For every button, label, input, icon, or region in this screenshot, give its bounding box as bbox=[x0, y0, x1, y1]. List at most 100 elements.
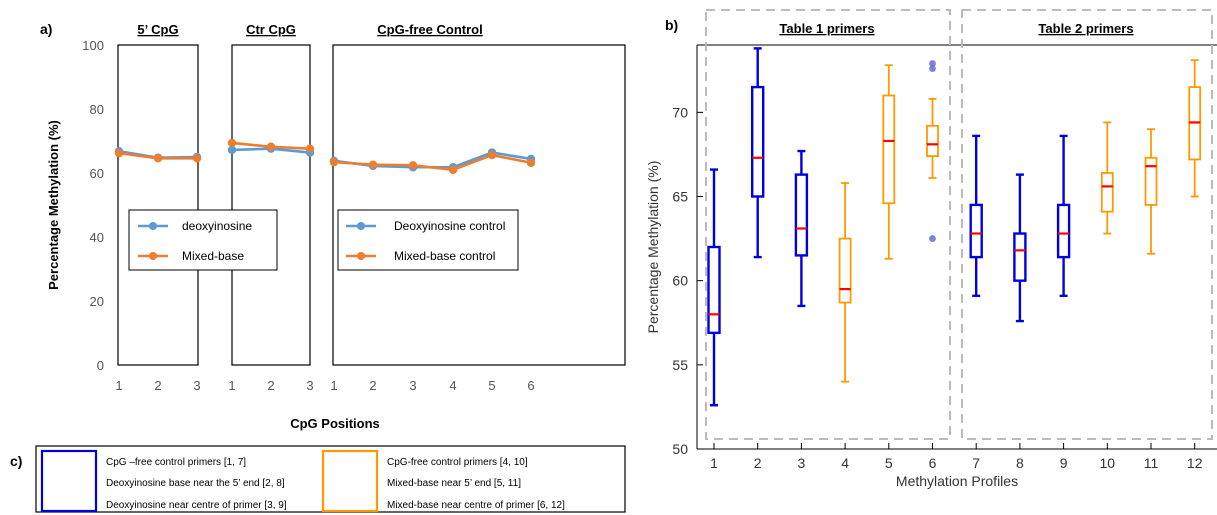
legend-deoxy-control-label: Deoxyinosine control bbox=[394, 219, 505, 233]
a-x-tick-label: 5 bbox=[488, 378, 495, 393]
b-y-tick-label: 65 bbox=[672, 189, 688, 205]
box-iqr bbox=[882, 94, 896, 205]
a-y-tick-label: 100 bbox=[82, 38, 104, 53]
group-title-table2: Table 2 primers bbox=[1038, 21, 1133, 36]
a-series-line bbox=[333, 153, 532, 172]
box-profile-11 bbox=[1144, 128, 1158, 255]
b-y-tick-label: 55 bbox=[672, 357, 688, 373]
a-series-marker bbox=[227, 145, 237, 155]
a-x-tick-label: 1 bbox=[330, 378, 337, 393]
group-title-table1: Table 1 primers bbox=[779, 21, 874, 36]
a-x-tick-label: 2 bbox=[154, 378, 161, 393]
b-x-tick-label: 8 bbox=[1016, 455, 1024, 471]
group-frame-ctr bbox=[231, 44, 311, 366]
group-title-cpgfree: CpG-free Control bbox=[377, 22, 482, 37]
a-series-marker bbox=[227, 138, 237, 148]
box-profile-2 bbox=[751, 47, 765, 259]
a-x-tick-label: 3 bbox=[409, 378, 416, 393]
a-y-tick-label: 80 bbox=[90, 102, 104, 117]
box-iqr bbox=[1056, 203, 1071, 259]
a-series-lines bbox=[114, 138, 536, 174]
a-series-marker bbox=[266, 142, 276, 151]
orange-legend-line-3: Mixed-base near centre of primer [6, 12] bbox=[387, 500, 565, 511]
blue-legend-line-1: CpG –free control primers [1, 7] bbox=[106, 457, 246, 468]
orange-legend-line-1: CpG-free control primers [4, 10] bbox=[387, 457, 528, 468]
box-profile-6 bbox=[926, 60, 939, 242]
a-y-tick-label: 20 bbox=[90, 294, 104, 309]
b-x-tick-label: 11 bbox=[1144, 455, 1159, 471]
box-profile-12 bbox=[1188, 59, 1202, 198]
box-outlier bbox=[929, 60, 936, 67]
b-y-tick-label: 60 bbox=[672, 273, 688, 289]
a-series-marker bbox=[153, 154, 163, 163]
a-series-marker bbox=[114, 148, 124, 158]
legend-mixed-control-label: Mixed-base control bbox=[394, 249, 495, 263]
legend-left-box bbox=[128, 209, 278, 271]
legend-right: Deoxyinosine control Mixed-base control bbox=[337, 209, 519, 271]
panel-c-label: c) bbox=[10, 453, 22, 469]
a-series-marker bbox=[305, 144, 315, 153]
a-x-ticks: 1 2 3 1 2 3 1 2 3 4 5 6 bbox=[115, 378, 534, 393]
a-y-tick-label: 0 bbox=[97, 358, 104, 373]
b-x-tick-label: 7 bbox=[972, 455, 980, 471]
a-y-axis-label: Percentage Methylation (%) bbox=[46, 120, 61, 290]
box-outlier bbox=[929, 235, 936, 242]
box-iqr bbox=[707, 245, 721, 335]
box-profile-10 bbox=[1100, 121, 1114, 235]
group-box-table2 bbox=[961, 9, 1213, 440]
b-boxes bbox=[707, 47, 1202, 407]
group-frame-5prime bbox=[117, 44, 199, 366]
box-iqr bbox=[838, 237, 852, 304]
legend-deoxy-control-marker bbox=[357, 222, 365, 230]
blue-legend-line-3: Deoxyinosine near centre of primer [3, 9… bbox=[106, 500, 287, 511]
a-series-marker bbox=[526, 158, 536, 167]
group-title-5prime: 5’ CpG bbox=[137, 22, 178, 37]
a-y-ticks: 0 20 40 60 80 100 bbox=[82, 38, 104, 373]
a-series-marker bbox=[408, 161, 418, 170]
b-x-tick-label: 5 bbox=[885, 455, 893, 471]
box-iqr bbox=[1013, 232, 1027, 282]
b-x-tick-label: 2 bbox=[754, 455, 762, 471]
b-y-tick-label: 50 bbox=[672, 441, 688, 457]
panel-a-label: a) bbox=[40, 21, 52, 37]
a-x-tick-label: 3 bbox=[306, 378, 313, 393]
a-x-tick-label: 1 bbox=[115, 378, 122, 393]
box-iqr bbox=[1144, 156, 1158, 206]
box-iqr bbox=[794, 173, 809, 257]
a-x-tick-label: 4 bbox=[449, 378, 456, 393]
group-box-table1 bbox=[705, 9, 951, 440]
group-frame-cpgfree bbox=[332, 44, 626, 366]
legend-deoxy-marker bbox=[149, 222, 157, 230]
box-profile-3 bbox=[794, 149, 809, 308]
legend-mixed-marker bbox=[149, 252, 157, 260]
a-series-marker bbox=[487, 150, 497, 160]
box-profile-9 bbox=[1056, 134, 1071, 298]
box-iqr bbox=[751, 85, 765, 198]
box-profile-7 bbox=[969, 134, 983, 298]
group-title-ctr: Ctr CpG bbox=[246, 22, 296, 37]
a-x-tick-label: 6 bbox=[527, 378, 534, 393]
a-y-tick-label: 60 bbox=[90, 166, 104, 181]
a-y-tick-label: 40 bbox=[90, 230, 104, 245]
b-x-ticks: 1 2 3 4 5 6 7 8 9 10 11 12 bbox=[710, 443, 1203, 471]
b-x-tick-label: 12 bbox=[1187, 455, 1203, 471]
panel-b-box-plot: b) Table 1 primers Table 2 primers 50 55 6… bbox=[645, 9, 1217, 489]
a-series-marker bbox=[448, 165, 458, 174]
legend-mixed-label: Mixed-base bbox=[182, 249, 244, 263]
orange-legend-line-2: Mixed-base near 5’ end [5, 11] bbox=[387, 478, 521, 489]
box-iqr bbox=[1100, 172, 1114, 213]
blue-swatch bbox=[40, 449, 98, 513]
b-x-tick-label: 1 bbox=[710, 455, 718, 471]
b-x-axis-label: Methylation Profiles bbox=[896, 473, 1018, 489]
panel-c-legend: c) CpG –free control primers [1, 7] Deox… bbox=[10, 445, 626, 513]
b-y-ticks: 50 55 60 65 70 bbox=[672, 104, 703, 457]
a-x-tick-label: 1 bbox=[228, 378, 235, 393]
panel-a-line-chart: a) 5’ CpG Ctr CpG CpG-free Control 02040… bbox=[40, 21, 626, 431]
box-iqr bbox=[926, 124, 939, 158]
legend-deoxy-label: deoxyinosine bbox=[182, 219, 252, 233]
a-x-tick-label: 2 bbox=[369, 378, 376, 393]
a-x-tick-label: 2 bbox=[267, 378, 274, 393]
legend-right-box bbox=[337, 209, 519, 271]
box-profile-5 bbox=[882, 64, 896, 260]
